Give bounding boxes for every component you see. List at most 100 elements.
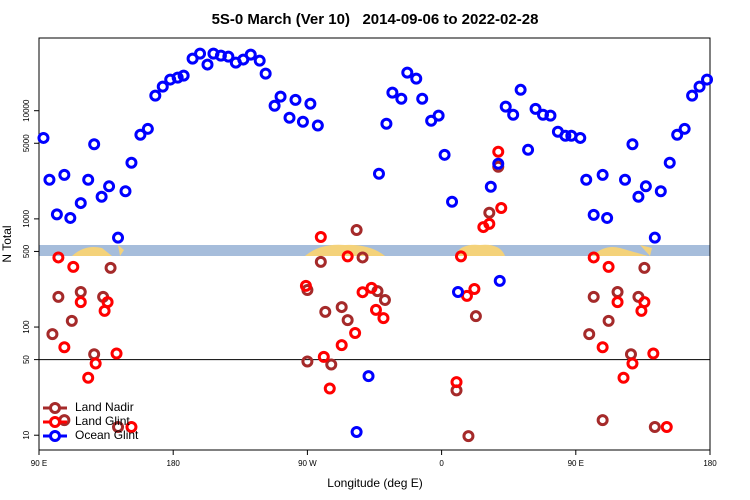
point [663,156,676,169]
y-tick-label: 100 [22,320,31,334]
legend-marker [49,402,61,414]
point [341,314,354,327]
point [454,250,467,263]
map-strip [39,244,710,256]
point [596,341,609,354]
point [58,168,71,181]
point [296,115,309,128]
point [369,303,382,316]
point [171,71,184,84]
point [596,168,609,181]
legend-label: Land Glint [75,414,130,428]
x-tick-label: 90 W [298,459,317,468]
legend-marker [49,416,61,428]
series [37,47,714,439]
point [149,89,162,102]
x-tick-label: 180 [703,459,717,468]
point [678,122,691,135]
point [499,100,512,113]
point [43,173,56,186]
point [299,279,312,292]
point [587,208,600,221]
point [372,167,385,180]
point [701,73,714,86]
y-axis-label: N Total [0,225,14,262]
point [493,274,506,287]
plot-frame [38,37,711,451]
point [67,260,80,273]
point [283,111,296,124]
series [46,160,661,443]
point [432,109,445,122]
point [632,190,645,203]
legend-marker [49,430,61,442]
point [492,157,505,170]
point [274,90,287,103]
point [544,109,557,122]
point [611,296,624,309]
point [177,69,190,82]
y-tick-label: 5000 [22,134,31,152]
point [88,138,101,151]
land-patches [72,244,652,256]
point [201,58,214,71]
point [450,376,463,389]
point [356,251,369,264]
point [686,89,699,102]
point [268,99,281,112]
point [82,371,95,384]
point [101,296,114,309]
x-axis-label: Longitude (deg E) [327,476,422,490]
point [194,47,207,60]
y-tick-label: 50 [22,355,31,364]
point [88,348,101,361]
point [522,143,535,156]
point [104,261,117,274]
point [648,231,661,244]
point [314,255,327,268]
point [58,341,71,354]
point [335,301,348,314]
point [64,211,77,224]
point [259,67,272,80]
point [141,122,154,135]
point [416,92,429,105]
point [119,185,132,198]
point [647,347,660,360]
point [638,261,651,274]
point [580,173,593,186]
point [156,80,169,93]
point [438,148,451,161]
point [304,97,317,110]
point [483,217,496,230]
point [624,348,637,361]
point [362,370,375,383]
point [314,230,327,243]
point [639,180,652,193]
point [602,260,615,273]
point [335,339,348,352]
point [112,421,125,434]
point [638,296,651,309]
point [587,290,600,303]
y-tick-label: 10 [22,430,31,439]
point [253,54,266,67]
y-tick-label: 1000 [22,209,31,227]
point [648,421,661,434]
point [495,202,508,215]
point [596,414,609,427]
point [574,131,587,144]
point [365,281,378,294]
point [514,83,527,96]
point [350,426,363,439]
point [602,314,615,327]
point [317,350,330,363]
point [693,80,706,93]
point [492,145,505,158]
point [74,285,87,298]
point [134,128,147,141]
point [469,310,482,323]
point [222,50,235,63]
x-tick-label: 0 [439,459,444,468]
point [626,138,639,151]
